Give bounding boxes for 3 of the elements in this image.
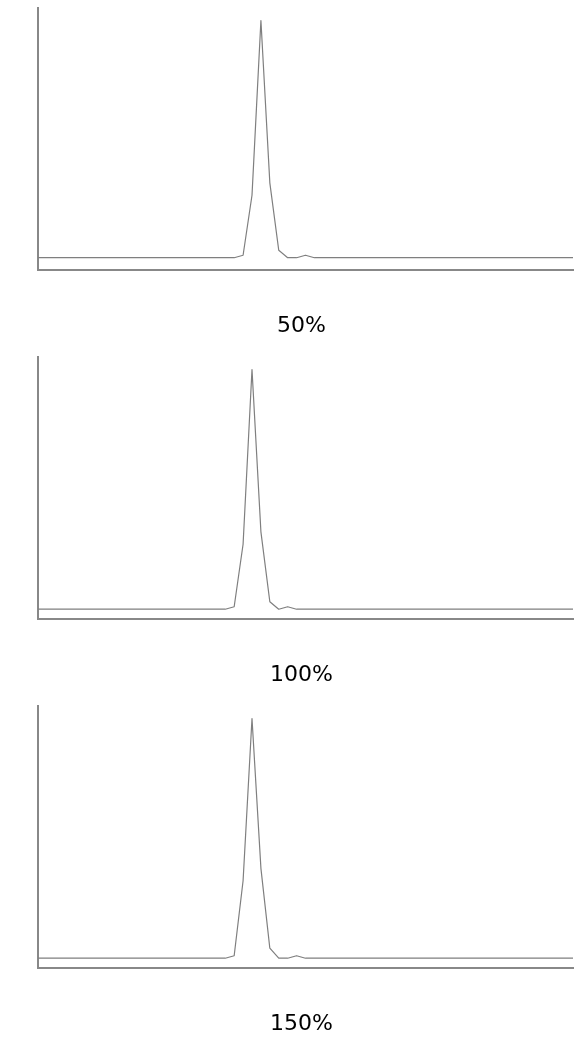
text: 100% — [270, 660, 333, 686]
text: 150% — [270, 1009, 333, 1035]
text: 50% — [277, 311, 326, 337]
